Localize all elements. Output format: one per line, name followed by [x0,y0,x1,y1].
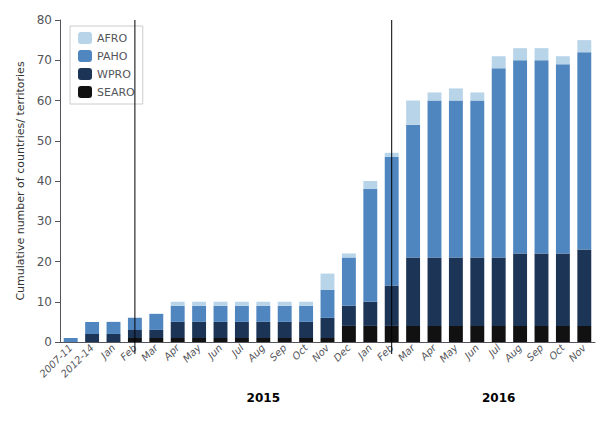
svg-text:40: 40 [37,174,52,188]
svg-text:May: May [181,341,204,364]
svg-text:Feb: Feb [118,342,139,363]
svg-text:Jul: Jul [485,342,503,360]
svg-text:Mar: Mar [139,341,161,363]
svg-text:2012-14: 2012-14 [59,342,96,379]
svg-text:10: 10 [37,295,52,309]
svg-text:Aug: Aug [502,342,524,364]
svg-text:Sep: Sep [524,342,545,363]
svg-text:2015: 2015 [247,391,280,405]
svg-text:May: May [437,341,460,364]
svg-text:Jun: Jun [204,342,224,362]
svg-text:20: 20 [37,255,52,269]
svg-text:Aug: Aug [245,342,267,364]
svg-text:30: 30 [37,214,52,228]
svg-text:Feb: Feb [375,342,396,363]
svg-text:PAHO: PAHO [97,50,128,63]
svg-text:Mar: Mar [396,341,418,363]
svg-text:2016: 2016 [482,391,515,405]
svg-text:WPRO: WPRO [97,68,131,81]
svg-text:70: 70 [37,53,52,67]
svg-text:Cumulative number of countries: Cumulative number of countries/ territor… [14,61,27,300]
svg-text:Jul: Jul [228,342,246,360]
svg-text:60: 60 [37,94,52,108]
svg-text:2007-11: 2007-11 [37,342,75,380]
svg-text:Nov: Nov [567,341,589,363]
svg-text:Dec: Dec [331,342,353,364]
svg-text:Jan: Jan [97,342,117,362]
svg-text:SEARO: SEARO [97,86,135,99]
svg-text:Jan: Jan [354,342,374,362]
svg-text:80: 80 [37,13,52,27]
svg-text:Apr: Apr [418,341,439,362]
svg-text:Oct: Oct [547,341,568,362]
svg-text:0: 0 [44,335,52,349]
svg-text:Jun: Jun [461,342,481,362]
svg-text:Oct: Oct [290,341,311,362]
svg-text:50: 50 [37,134,52,148]
svg-text:Nov: Nov [310,341,332,363]
svg-text:AFRO: AFRO [97,32,127,45]
svg-text:Sep: Sep [267,342,288,363]
svg-text:Apr: Apr [161,341,182,362]
